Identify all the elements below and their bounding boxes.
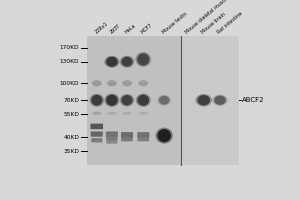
- Ellipse shape: [122, 112, 132, 115]
- Ellipse shape: [91, 95, 102, 106]
- Text: 22Rv1: 22Rv1: [94, 21, 109, 35]
- Text: 130KD: 130KD: [60, 59, 79, 64]
- Ellipse shape: [137, 53, 149, 66]
- Ellipse shape: [158, 129, 171, 142]
- Ellipse shape: [212, 95, 228, 106]
- Text: 40KD: 40KD: [64, 135, 79, 140]
- Text: 35KD: 35KD: [64, 149, 79, 154]
- Ellipse shape: [104, 56, 119, 68]
- Ellipse shape: [158, 95, 171, 106]
- Ellipse shape: [107, 80, 117, 86]
- Ellipse shape: [107, 112, 117, 115]
- Ellipse shape: [122, 95, 133, 105]
- Ellipse shape: [138, 80, 148, 86]
- Ellipse shape: [104, 94, 119, 107]
- Text: 293T: 293T: [109, 23, 121, 35]
- Text: MCF7: MCF7: [140, 22, 154, 35]
- FancyBboxPatch shape: [91, 138, 102, 142]
- Text: Rat intestine: Rat intestine: [217, 11, 244, 35]
- Text: 55KD: 55KD: [64, 112, 79, 117]
- Ellipse shape: [92, 112, 101, 115]
- Ellipse shape: [159, 96, 169, 105]
- Text: 170KD: 170KD: [60, 45, 79, 50]
- FancyBboxPatch shape: [106, 136, 118, 140]
- Ellipse shape: [106, 95, 118, 106]
- FancyBboxPatch shape: [91, 131, 103, 137]
- Bar: [88, 36, 181, 165]
- FancyBboxPatch shape: [121, 137, 133, 141]
- FancyBboxPatch shape: [137, 132, 149, 138]
- Ellipse shape: [136, 94, 151, 107]
- Ellipse shape: [135, 52, 151, 67]
- FancyBboxPatch shape: [121, 132, 133, 138]
- Text: Mouse skeletal muscle: Mouse skeletal muscle: [184, 0, 230, 35]
- FancyBboxPatch shape: [106, 131, 118, 137]
- Ellipse shape: [122, 80, 132, 86]
- FancyBboxPatch shape: [106, 140, 118, 144]
- Ellipse shape: [214, 96, 226, 105]
- Text: Mouse testis: Mouse testis: [161, 11, 188, 35]
- Ellipse shape: [122, 57, 133, 67]
- FancyBboxPatch shape: [91, 124, 103, 129]
- Ellipse shape: [89, 94, 104, 107]
- Ellipse shape: [195, 94, 212, 107]
- Text: Mouse brain: Mouse brain: [200, 12, 227, 35]
- Text: 70KD: 70KD: [64, 98, 79, 103]
- Bar: [181, 36, 238, 165]
- Ellipse shape: [106, 57, 118, 67]
- Ellipse shape: [197, 95, 210, 105]
- Text: HeLa: HeLa: [124, 23, 136, 35]
- FancyBboxPatch shape: [137, 137, 149, 141]
- Ellipse shape: [92, 80, 102, 86]
- Text: 100KD: 100KD: [60, 81, 79, 86]
- Text: ABCF2: ABCF2: [242, 97, 265, 103]
- Ellipse shape: [120, 94, 134, 107]
- Ellipse shape: [155, 128, 173, 144]
- Ellipse shape: [137, 95, 149, 106]
- Ellipse shape: [139, 112, 148, 115]
- Ellipse shape: [120, 56, 134, 68]
